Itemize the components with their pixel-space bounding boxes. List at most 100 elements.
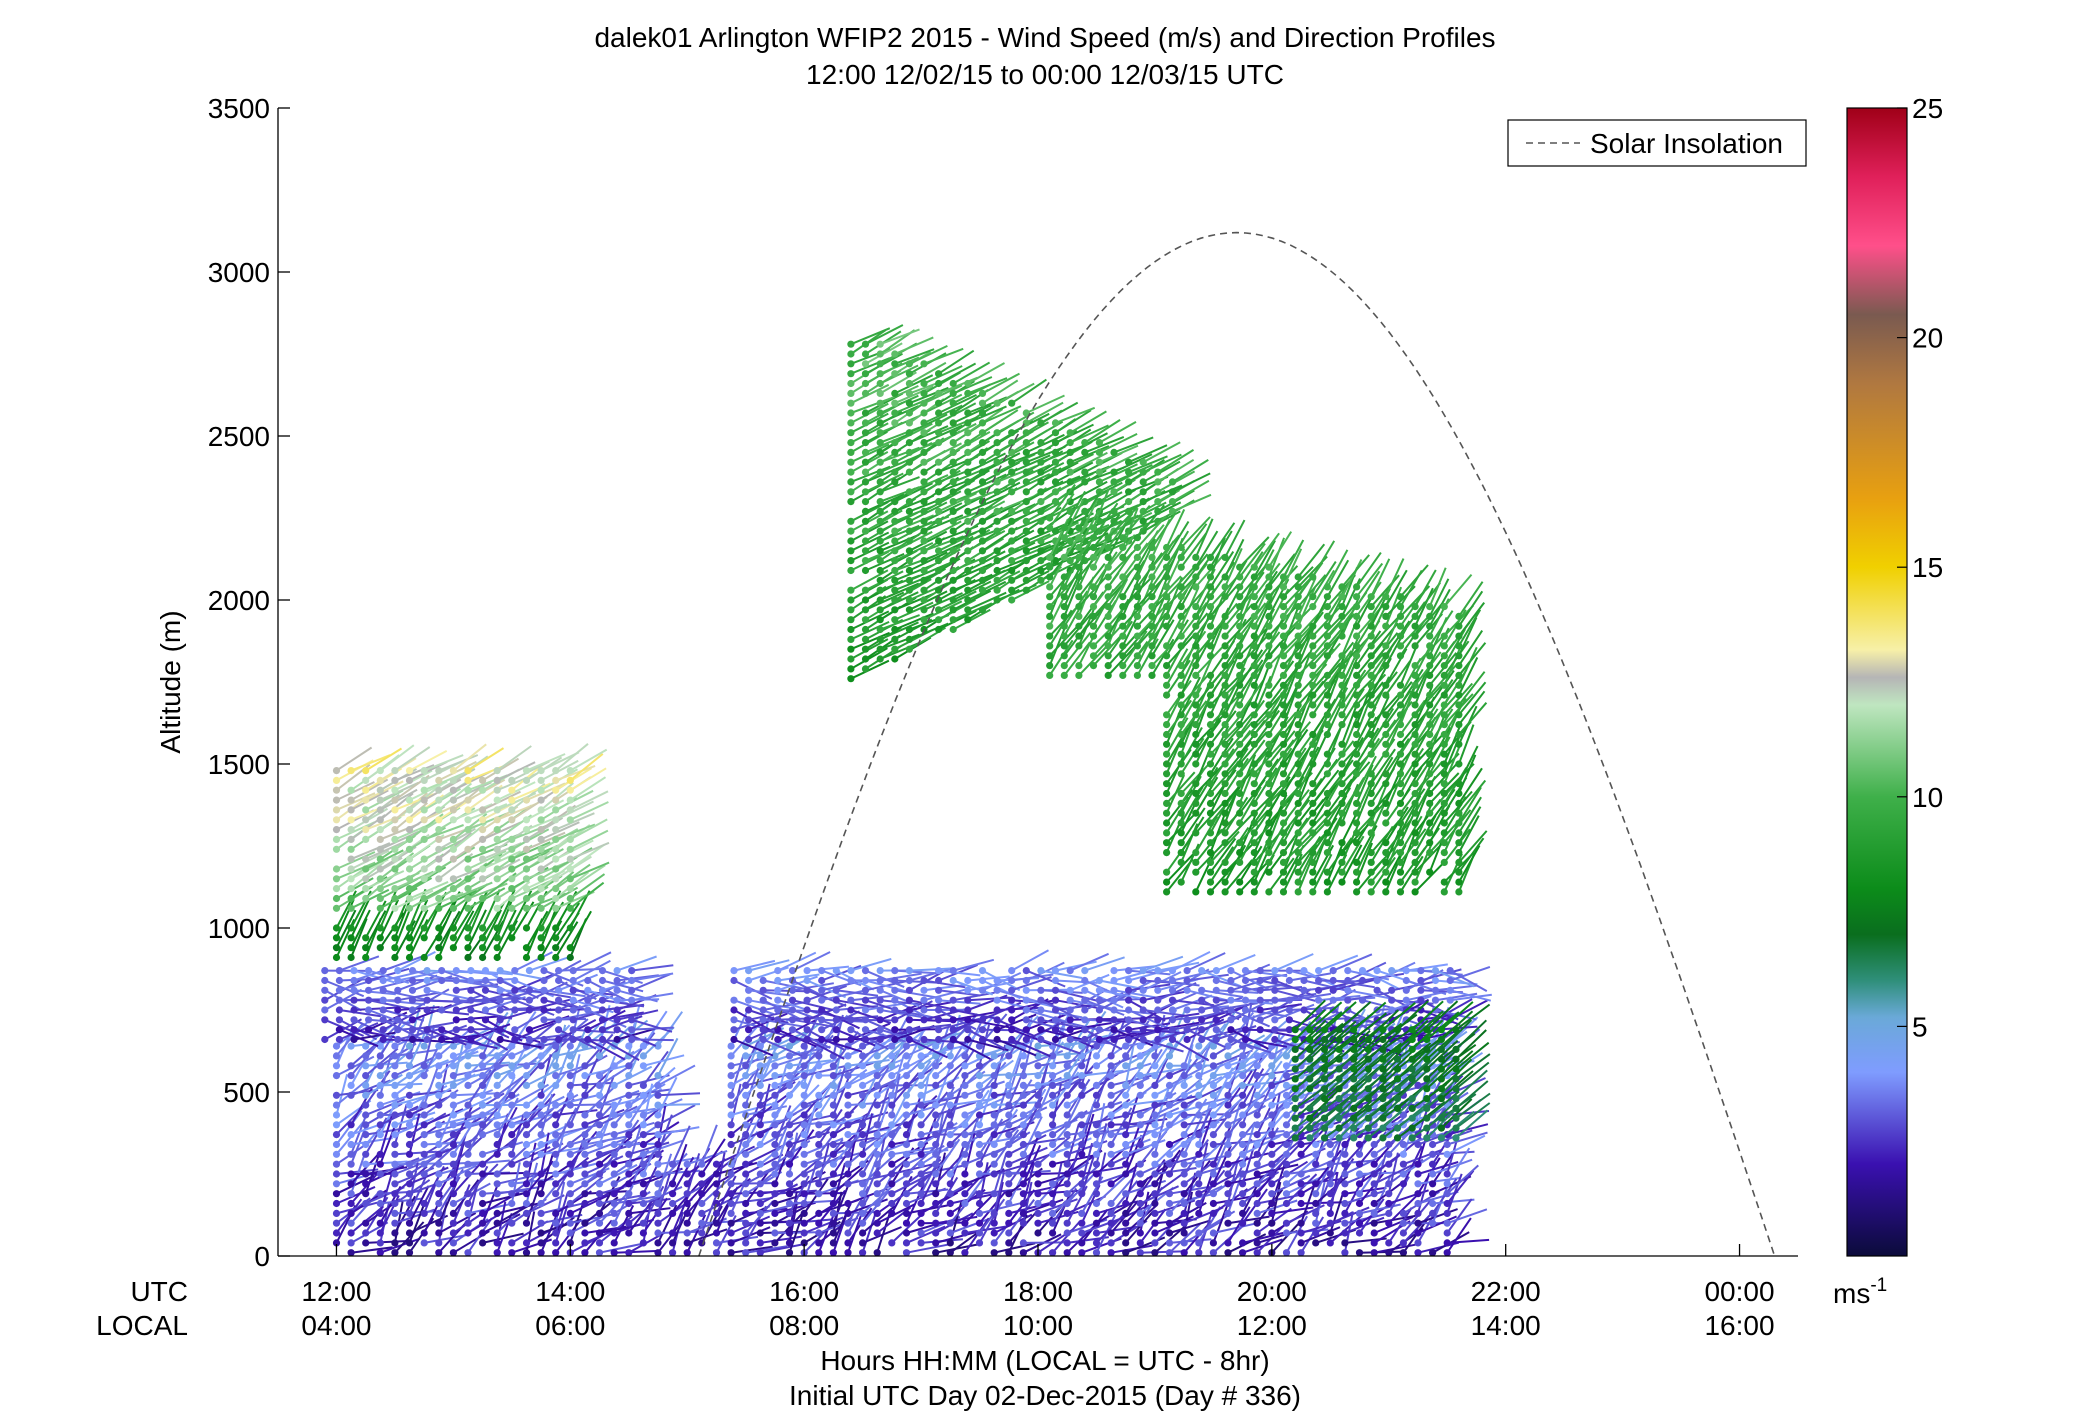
wind-barb-dot	[771, 1131, 779, 1139]
wind-barb	[405, 1027, 429, 1070]
wind-barb-dot	[1253, 1199, 1261, 1208]
wind-barb-dot	[610, 1239, 618, 1247]
wind-barb	[566, 1130, 598, 1168]
wind-barb-dot	[522, 1072, 531, 1080]
wind-barb-dot	[595, 1170, 604, 1178]
wind-barb-dot	[1092, 1140, 1101, 1149]
wind-barb-dot	[467, 1006, 475, 1014]
wind-barb-dot	[873, 1140, 881, 1149]
wind-barb	[391, 1150, 437, 1158]
wind-barb-dot	[449, 1111, 457, 1119]
wind-barb-dot	[1399, 1150, 1407, 1158]
wind-barb-dot	[479, 1121, 487, 1129]
wind-barb-dot	[785, 1249, 794, 1256]
wind-barb-dot	[522, 1101, 531, 1109]
wind-barb-dot	[1224, 1209, 1232, 1217]
wind-barb-dot	[888, 1199, 896, 1208]
wind-barb-dot	[613, 967, 621, 975]
wind-barb-dot	[902, 1219, 911, 1227]
wind-barb-dot	[581, 1249, 589, 1256]
wind-barb-dot	[844, 1091, 852, 1099]
wind-barb-dot	[873, 1052, 881, 1060]
wind-barb-dot	[376, 1199, 384, 1208]
wind-barb-dot	[873, 1190, 881, 1198]
wind-barb-dot	[552, 1150, 560, 1158]
wind-barb-shaft	[511, 1146, 551, 1166]
wind-barb	[362, 1160, 408, 1168]
wind-barb-dot	[1107, 1219, 1115, 1227]
wind-barb-dot	[1151, 1081, 1159, 1089]
wind-barb-dot	[452, 996, 460, 1004]
wind-barb-dot	[332, 1111, 341, 1119]
wind-barb-dot	[379, 976, 387, 985]
wind-barb-dot	[800, 1209, 808, 1217]
wind-barb-dot	[902, 1101, 911, 1109]
wind-barb-dot	[347, 1081, 355, 1089]
wind-barb-dot	[1195, 1081, 1203, 1089]
wind-barb-dot	[800, 1219, 808, 1227]
wind-barb-dot	[785, 1140, 794, 1149]
wind-barb-dot	[975, 1209, 984, 1217]
wind-barb-dot	[391, 1150, 399, 1158]
wind-barb-dot	[493, 1150, 501, 1158]
wind-barb-dot	[1049, 1111, 1057, 1119]
wind-barb-dot	[712, 1229, 721, 1237]
wind-barb-dot	[1341, 1249, 1349, 1256]
wind-barb	[420, 1234, 466, 1247]
wind-barb-dot	[990, 1052, 998, 1060]
wind-barb-dot	[1239, 1150, 1247, 1158]
wind-barb-dot	[1180, 1160, 1188, 1168]
wind-barb-dot	[1122, 1209, 1130, 1217]
wind-barb-dot	[1136, 1081, 1144, 1089]
wind-barb-dot	[449, 1081, 457, 1089]
wind-barb-dot	[1370, 1209, 1378, 1217]
wind-barb-dot	[540, 976, 548, 985]
wind-barb-dot	[362, 1229, 370, 1237]
wind-barb-dot	[1151, 1111, 1159, 1119]
wind-barb-dot	[1253, 1229, 1261, 1237]
wind-barb-dot	[742, 1170, 750, 1178]
wind-barb-dot	[1165, 1121, 1174, 1129]
wind-barb-dot	[493, 1229, 501, 1237]
wind-barb-dot	[654, 1199, 662, 1208]
wind-barb-dot	[873, 1062, 881, 1070]
wind-barb-dot	[493, 1190, 501, 1198]
wind-barb	[435, 1113, 480, 1129]
wind-barb	[464, 1163, 499, 1198]
wind-barb-dot	[391, 1199, 399, 1208]
wind-barb-shaft	[408, 1185, 430, 1224]
wind-barb-dot	[391, 1052, 399, 1060]
wind-barb-dot	[990, 1190, 998, 1198]
wind-barb-dot	[332, 1239, 341, 1247]
wind-barb-dot	[1312, 1239, 1320, 1247]
wind-barb-dot	[362, 1072, 370, 1080]
wind-barb-shaft	[467, 1044, 499, 1077]
wind-barb-dot	[376, 1150, 384, 1158]
wind-barb-dot	[610, 1111, 618, 1119]
wind-barb-dot	[365, 967, 373, 975]
wind-barb-dot	[552, 1081, 560, 1089]
wind-barb-shaft	[438, 1073, 480, 1087]
wind-barb-dot	[1092, 1209, 1101, 1217]
wind-barb-dot	[990, 1219, 998, 1227]
wind-barb-dot	[873, 1150, 881, 1158]
wind-barb-dot	[435, 1150, 443, 1158]
wind-barb-dot	[932, 1229, 940, 1237]
wind-barb-dot	[712, 1160, 721, 1168]
wind-barb-dot	[1122, 1190, 1130, 1198]
wind-barb-dot	[464, 1199, 472, 1208]
wind-barb-shaft	[526, 1095, 565, 1116]
wind-barb-dot	[435, 1091, 443, 1099]
wind-barb-dot	[379, 1006, 387, 1014]
wind-barb-dot	[888, 1101, 896, 1109]
wind-barb	[479, 1192, 524, 1208]
wind-barb-dot	[1092, 1062, 1101, 1070]
wind-barb-dot	[540, 967, 548, 975]
wind-barb-dot	[1107, 1121, 1115, 1129]
wind-barb-dot	[859, 1249, 867, 1256]
wind-barb-dot	[1165, 1091, 1174, 1099]
wind-barb-dot	[394, 996, 402, 1004]
wind-barb-dot	[785, 1072, 794, 1080]
wind-barb-dot	[376, 1160, 384, 1168]
wind-barb-dot	[1326, 1180, 1334, 1188]
